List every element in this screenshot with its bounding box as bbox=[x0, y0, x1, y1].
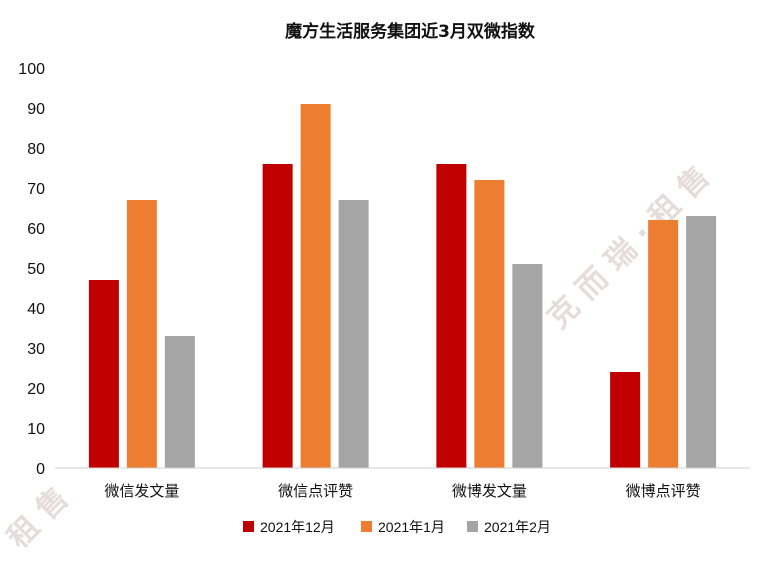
y-tick-label: 100 bbox=[18, 61, 45, 78]
y-tick-label: 40 bbox=[27, 301, 45, 318]
legend-swatch bbox=[467, 521, 478, 532]
legend-swatch bbox=[361, 521, 372, 532]
legend: 2021年12月 2021年1月 2021年2月 bbox=[243, 519, 551, 535]
bars bbox=[88, 104, 717, 468]
y-axis: 0 10 20 30 40 50 60 70 80 90 100 bbox=[18, 61, 45, 478]
x-tick-label: 微博发文量 bbox=[452, 482, 527, 500]
y-tick-label: 10 bbox=[27, 421, 45, 438]
legend-item: 2021年2月 bbox=[467, 519, 551, 535]
bar bbox=[338, 200, 369, 468]
bar bbox=[436, 164, 467, 468]
bar bbox=[610, 372, 641, 468]
y-tick-label: 80 bbox=[27, 141, 45, 158]
y-tick-label: 70 bbox=[27, 181, 45, 198]
legend-label: 2021年12月 bbox=[260, 519, 335, 535]
bar bbox=[512, 264, 543, 468]
bar bbox=[126, 200, 157, 468]
legend-swatch bbox=[243, 521, 254, 532]
y-tick-label: 20 bbox=[27, 381, 45, 398]
x-axis: 微信发文量 微信点评赞 微博发文量 微博点评赞 bbox=[104, 482, 700, 500]
legend-item: 2021年12月 bbox=[243, 519, 335, 535]
legend-label: 2021年1月 bbox=[378, 519, 445, 535]
y-tick-label: 90 bbox=[27, 101, 45, 118]
legend-item: 2021年1月 bbox=[361, 519, 445, 535]
y-tick-label: 60 bbox=[27, 221, 45, 238]
bar bbox=[300, 104, 331, 468]
bar bbox=[88, 280, 119, 468]
x-tick-label: 微信发文量 bbox=[104, 482, 179, 500]
chart-title: 魔方生活服务集团近3月双微指数 bbox=[285, 21, 536, 42]
y-tick-label: 30 bbox=[27, 341, 45, 358]
bar bbox=[474, 180, 505, 468]
bar bbox=[262, 164, 293, 468]
bar bbox=[164, 336, 195, 468]
y-tick-label: 50 bbox=[27, 261, 45, 278]
svg-text:租 售: 租 售 bbox=[1, 481, 76, 556]
bar bbox=[686, 216, 717, 468]
legend-label: 2021年2月 bbox=[484, 519, 551, 535]
y-tick-label: 0 bbox=[36, 461, 45, 478]
bar bbox=[648, 220, 679, 468]
x-tick-label: 微信点评赞 bbox=[278, 482, 353, 500]
x-tick-label: 微博点评赞 bbox=[626, 482, 701, 500]
